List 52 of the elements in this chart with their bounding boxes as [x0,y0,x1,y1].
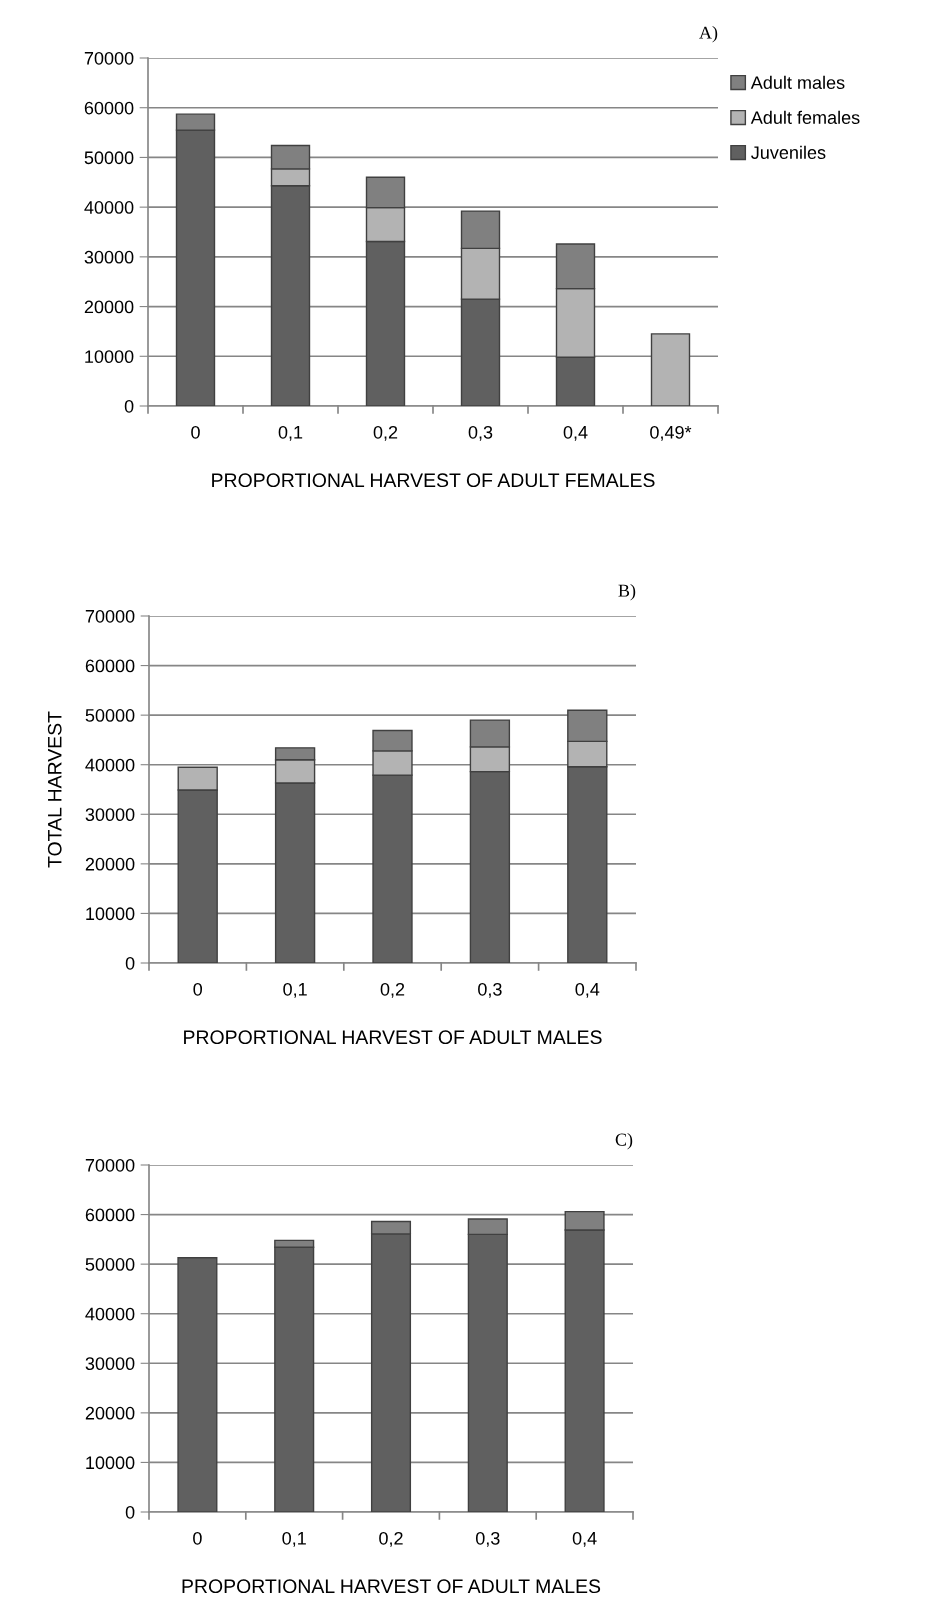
y-tick-label: 70000 [85,1158,135,1172]
x-tick-label: 0,1 [278,425,303,441]
y-tick-label: 40000 [85,1307,135,1321]
y-tick-label: 70000 [85,609,135,623]
legend-label: Juveniles [751,145,826,159]
y-tick-label: 0 [125,1505,135,1519]
y-tick-label: 10000 [86,907,135,921]
y-tick-label: 40000 [85,758,135,772]
chart-title: B) [618,584,636,601]
y-tick-label: 40000 [84,201,134,214]
y-tick-label: 20000 [85,857,135,871]
y-tick-label: 60000 [85,1208,135,1222]
x-axis-title: PROPORTIONAL HARVEST OF ADULT FEMALES [212,473,655,488]
x-tick-label: 0 [193,982,203,996]
x-tick-label: 0,3 [475,1531,500,1547]
y-tick-label: 0 [125,956,135,970]
x-tick-label: 0,1 [282,1531,306,1547]
y-tick-label: 50000 [84,151,134,165]
y-tick-label: 20000 [85,1406,135,1420]
x-tick-label: 0,2 [373,425,398,441]
legend-label: Adult males [750,75,845,90]
chart-title: A) [699,26,718,43]
y-tick-label: 70000 [84,51,134,65]
y-tick-label: 0 [124,399,134,413]
y-tick-label: 60000 [84,101,134,115]
chart-title: C) [615,1133,633,1150]
x-tick-label: 0,2 [379,1531,403,1547]
legend-label: Adult females [750,110,860,124]
x-tick-label: 0 [193,1531,202,1545]
y-tick-label: 50000 [85,1258,135,1271]
x-tick-label: 0 [191,425,200,439]
x-tick-label: 0,3 [468,425,493,441]
y-tick-label: 30000 [85,808,135,822]
y-tick-label: 50000 [85,709,135,722]
x-axis-title: PROPORTIONAL HARVEST OF ADULT MALES [184,1030,602,1045]
x-tick-label: 0,4 [563,425,588,441]
y-tick-label: 20000 [84,300,134,314]
y-axis-title: TOTAL HARVEST [47,711,62,868]
x-axis-title: PROPORTIONAL HARVEST OF ADULT MALES [182,1579,601,1594]
y-tick-label: 60000 [85,659,135,673]
y-tick-label: 10000 [86,1456,135,1470]
bar [177,1257,218,1512]
y-tick-label: 10000 [85,350,134,364]
y-tick-label: 30000 [84,250,134,264]
bar [650,333,691,406]
x-tick-label: 0,4 [575,982,600,998]
x-tick-label: 0,1 [283,982,307,998]
x-tick-label: 0,4 [572,1531,597,1547]
x-tick-label: 0,49* [650,425,692,441]
x-tick-label: 0,3 [478,982,502,998]
y-tick-label: 30000 [85,1357,135,1371]
x-tick-label: 0,2 [380,982,405,998]
